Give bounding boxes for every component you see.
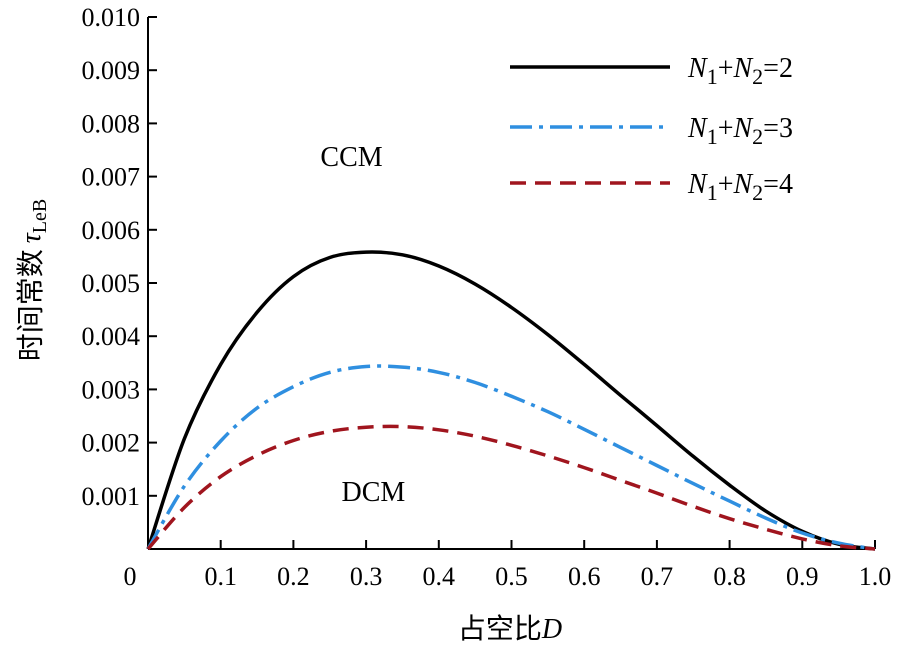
y-tick-label: 0.004	[82, 322, 141, 351]
x-tick-label: 0.5	[495, 562, 528, 591]
x-tick-label: 0.4	[423, 562, 456, 591]
series-line-1	[146, 250, 876, 551]
y-tick-label: 0.002	[82, 429, 141, 458]
y-tick-label: 0.006	[82, 216, 141, 245]
legend-label-3: N1+N2=4	[687, 169, 793, 205]
y-tick-label: 0.008	[82, 109, 141, 138]
annotation-ccm: CCM	[320, 142, 382, 173]
legend-label-1: N1+N2=2	[687, 53, 793, 89]
y-tick-label: 0.007	[82, 163, 141, 192]
x-axis-label-var: D	[541, 614, 562, 645]
y-tick-label: 0.003	[82, 375, 141, 404]
y-axis-label-sub: LeB	[29, 199, 51, 233]
x-tick-label: 0	[124, 562, 137, 591]
y-tick-label: 0.001	[82, 482, 141, 511]
series-line-3	[146, 424, 876, 551]
x-tick-label: 0.6	[568, 562, 601, 591]
y-tick-label: 0.009	[82, 56, 141, 85]
annotation-dcm: DCM	[341, 477, 405, 508]
y-tick-label: 0.005	[82, 269, 141, 298]
x-tick-label: 0.3	[350, 562, 383, 591]
x-axis-label: 占空比D	[458, 612, 562, 645]
x-ticks: 0 0.1 0.2 0.3 0.4 0.5 0.6 0.7 0.8 0.9 1.0	[124, 540, 892, 591]
x-axis-label-prefix: 占空比	[458, 612, 542, 645]
x-tick-label: 0.7	[641, 562, 674, 591]
plot-area	[146, 250, 876, 551]
y-axis-label-prefix: 时间常数	[14, 249, 47, 361]
legend-label-2: N1+N2=3	[687, 113, 793, 149]
y-tick-label: 0.010	[82, 3, 141, 32]
axes	[147, 17, 875, 550]
x-tick-label: 0.9	[786, 562, 819, 591]
x-tick-label: 0.2	[277, 562, 310, 591]
y-axis-label: 时间常数 τLeB	[14, 199, 51, 361]
x-tick-label: 0.8	[713, 562, 746, 591]
x-tick-label: 1.0	[859, 562, 892, 591]
legend: N1+N2=2 N1+N2=3 N1+N2=4	[510, 53, 793, 205]
series-line-2	[146, 364, 876, 551]
y-axis-label-var: τ	[16, 232, 47, 243]
x-tick-label: 0.1	[204, 562, 237, 591]
y-ticks: 0.001 0.002 0.003 0.004 0.005 0.006 0.007 0.008…	[82, 3, 157, 511]
